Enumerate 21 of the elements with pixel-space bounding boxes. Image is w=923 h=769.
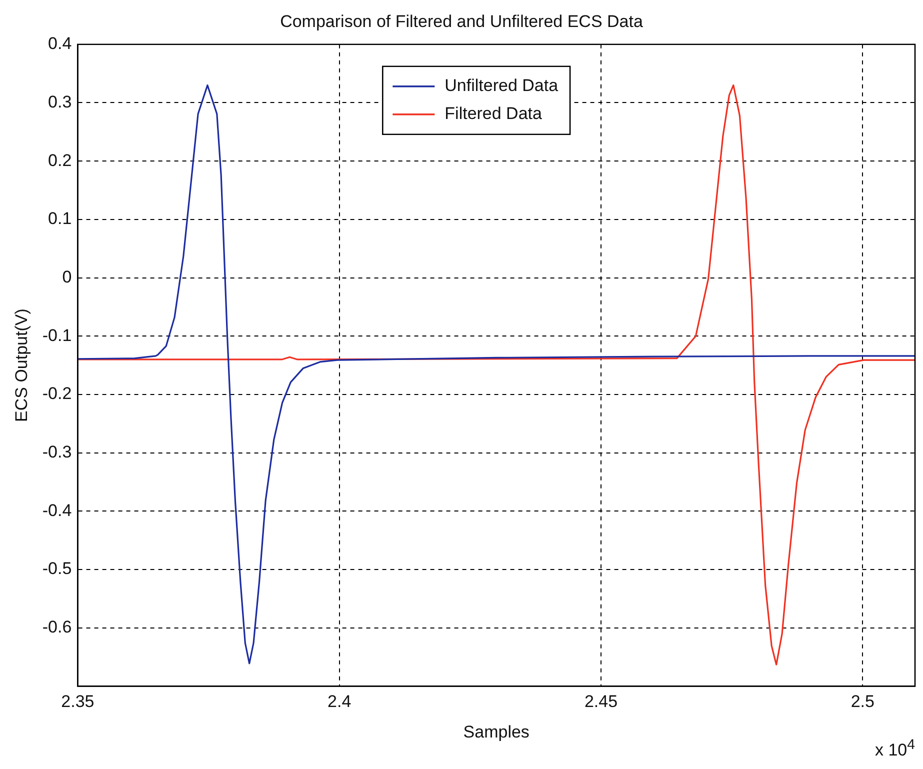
y-tick-label: 0 bbox=[62, 267, 72, 286]
legend-label: Filtered Data bbox=[444, 104, 543, 124]
x-axis-title: Samples bbox=[463, 722, 530, 742]
y-axis-title: ECS Output(V) bbox=[12, 308, 31, 422]
y-tick-label: 0.4 bbox=[48, 34, 72, 54]
x-tick-label: 2.5 bbox=[850, 692, 874, 712]
x-tick-label: 2.35 bbox=[61, 692, 94, 712]
x-tick-label: 2.4 bbox=[328, 692, 352, 712]
y-tick-label: -0.1 bbox=[42, 326, 72, 345]
x-tick-label: 2.45 bbox=[584, 692, 618, 712]
y-tick-label: 0.2 bbox=[48, 150, 72, 170]
y-tick-label: 0.1 bbox=[48, 209, 72, 228]
y-tick-label: -0.3 bbox=[42, 442, 72, 462]
y-tick-label: -0.6 bbox=[42, 618, 72, 637]
text: x 10$^{4}$ bbox=[874, 737, 915, 761]
chart-title: Comparison of Filtered and Unfiltered ECS Data bbox=[280, 12, 644, 31]
legend-label: Unfiltered Data bbox=[444, 76, 559, 96]
y-tick-label: -0.2 bbox=[42, 384, 72, 404]
y-tick-label: -0.5 bbox=[42, 559, 72, 578]
y-tick-label: 0.3 bbox=[48, 92, 72, 112]
y-tick-label: -0.4 bbox=[42, 500, 72, 520]
